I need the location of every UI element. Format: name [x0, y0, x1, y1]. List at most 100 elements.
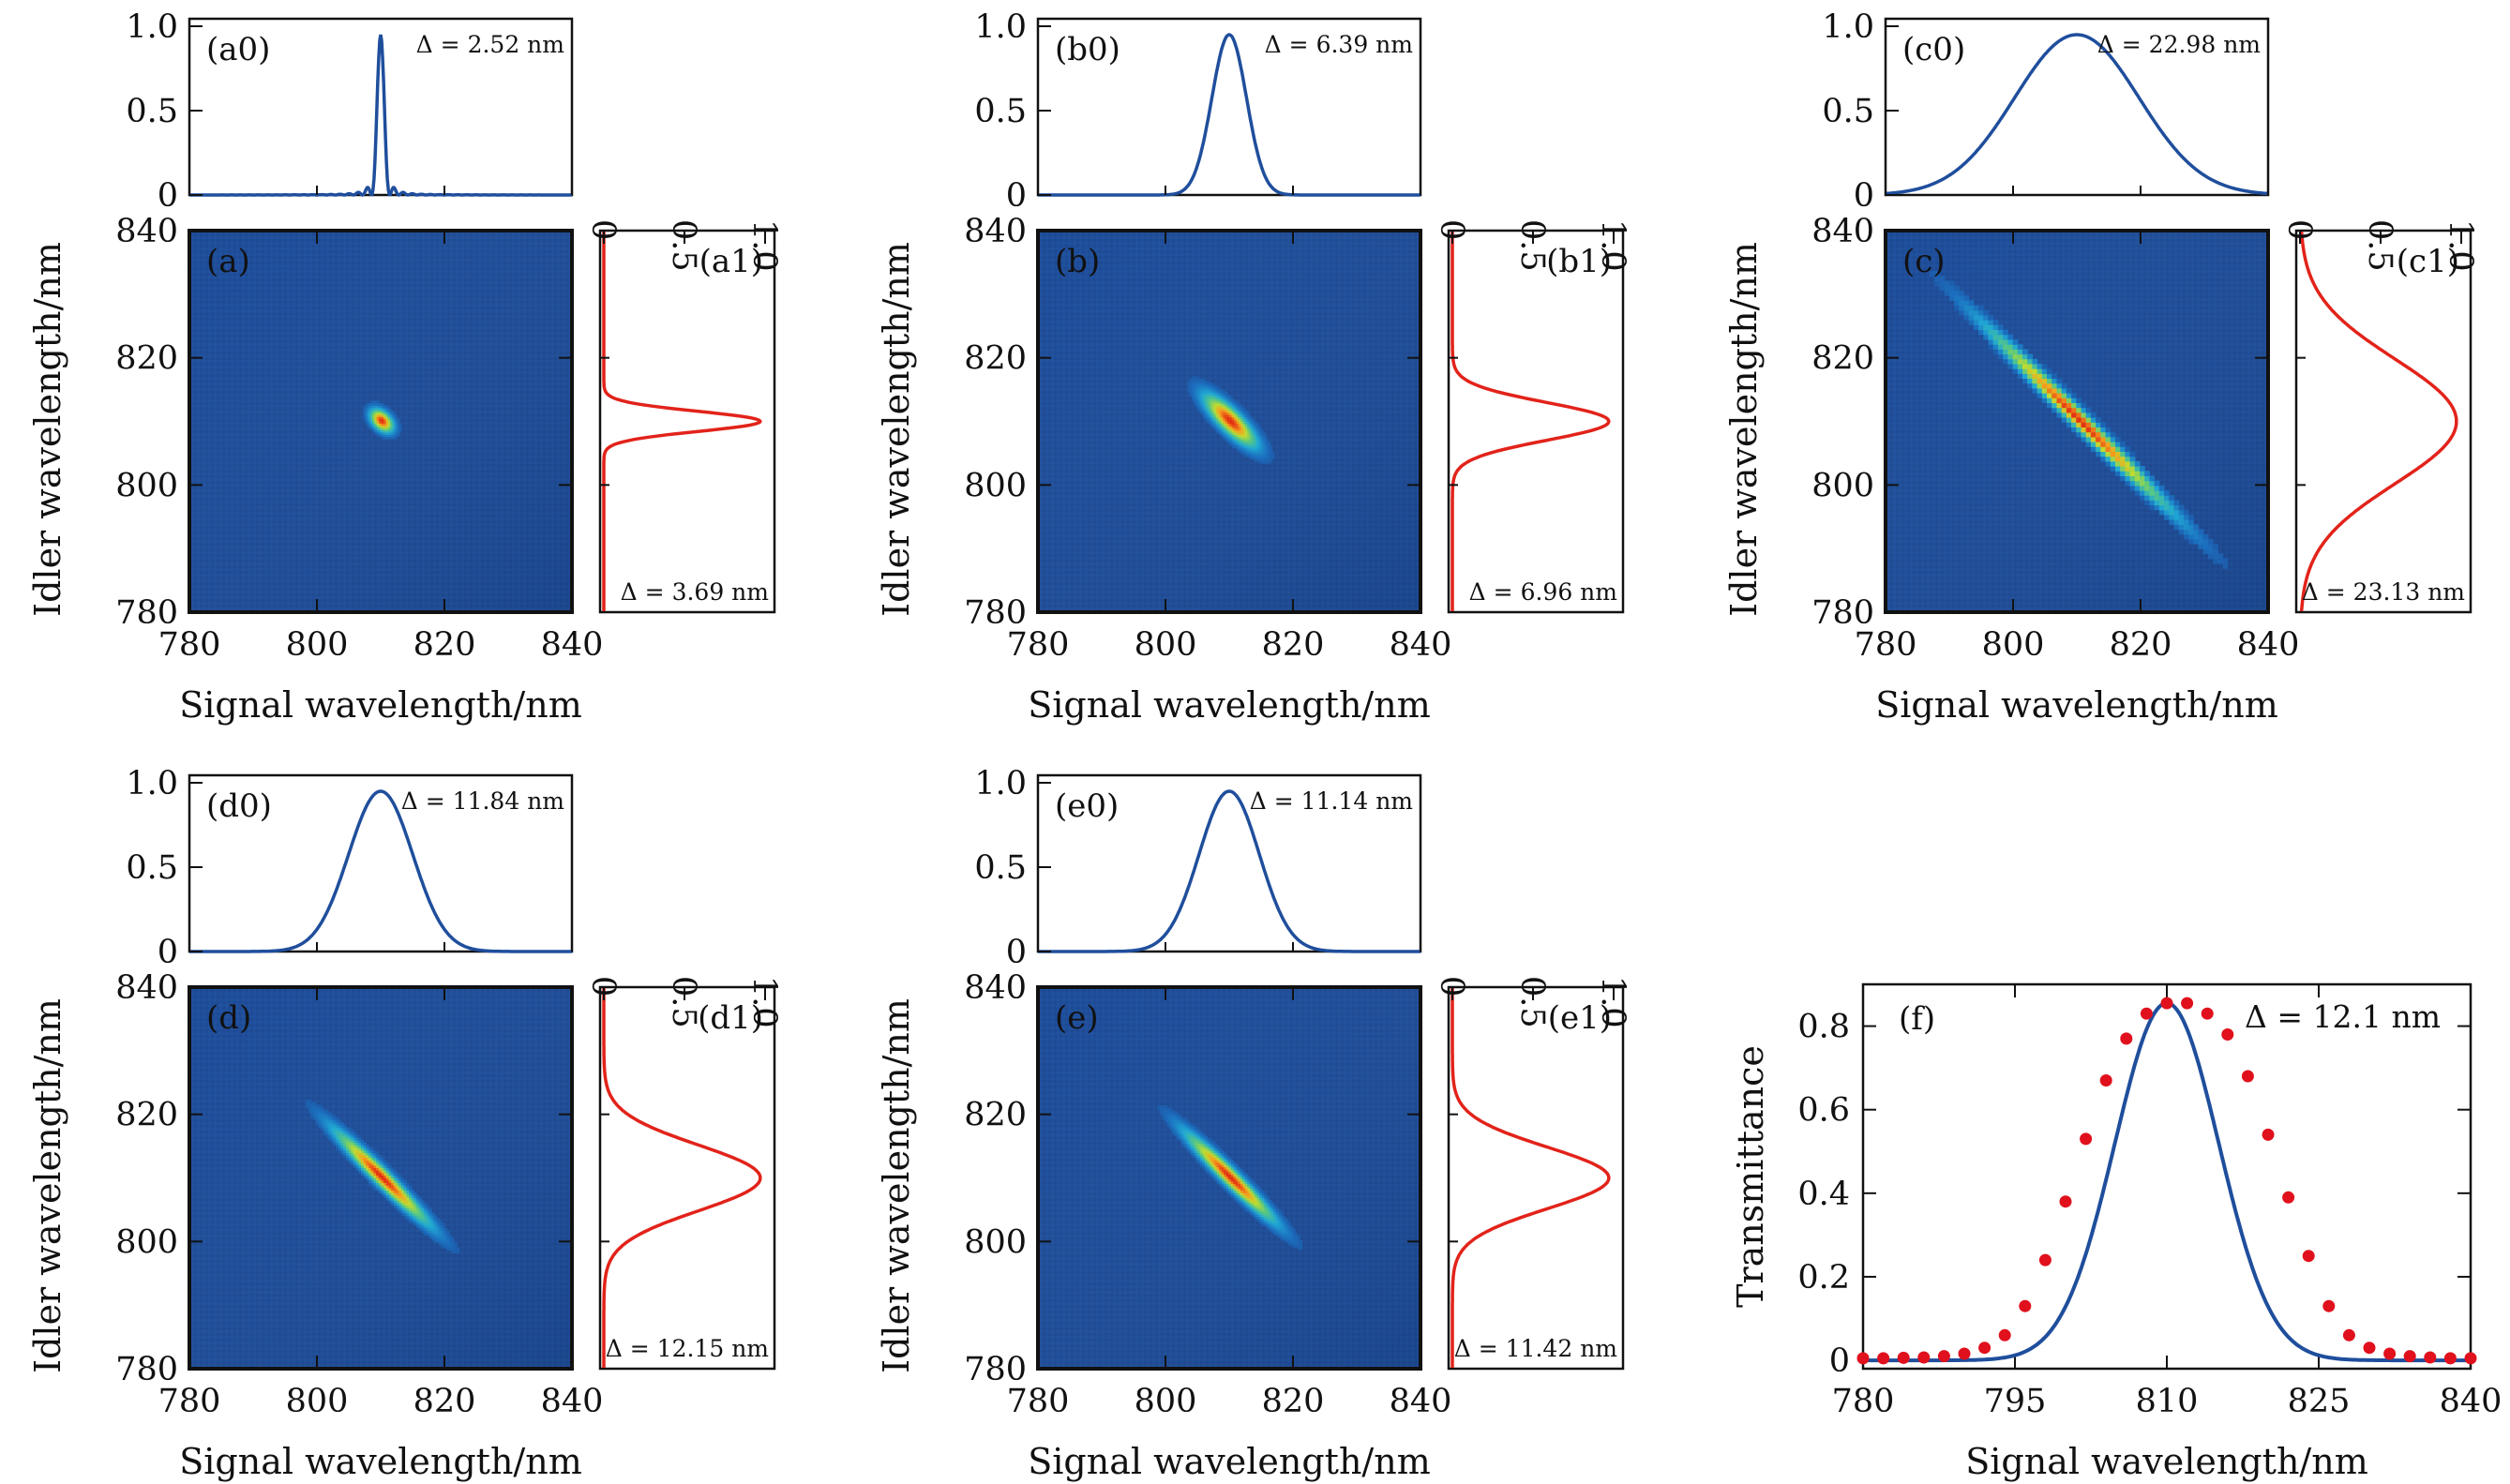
- heatmap-cell: [2164, 509, 2170, 516]
- heatmap-cell: [1202, 1135, 1206, 1139]
- heatmap-cell: [1289, 1235, 1293, 1238]
- heatmap-cell: [1225, 1176, 1229, 1179]
- heatmap-cell: [1235, 1169, 1239, 1173]
- heatmap-cell: [1258, 439, 1262, 442]
- heatmap-cell: [424, 1222, 428, 1226]
- heatmap-cell: [1259, 1199, 1263, 1203]
- heatmap-cell: [369, 416, 373, 420]
- heatmap-cell: [1210, 1141, 1213, 1145]
- heatmap-cell: [1216, 1152, 1220, 1156]
- heatmap-cell: [1224, 1171, 1227, 1175]
- heatmap-cell: [443, 1232, 447, 1237]
- heatmap-cell: [1205, 414, 1209, 417]
- heatmap-cell: [1199, 1143, 1203, 1147]
- heatmap-cell: [1207, 1147, 1210, 1151]
- heatmap-cell: [376, 427, 380, 430]
- heatmap-cell: [2134, 485, 2141, 491]
- heatmap-cell: [409, 1200, 413, 1204]
- data-point: [1917, 1351, 1931, 1364]
- heatmap-cell: [2096, 436, 2101, 442]
- heatmap-cell: [426, 1209, 430, 1214]
- heatmap-cell: [1244, 1197, 1248, 1201]
- heatmap-cell: [1234, 425, 1238, 428]
- heatmap-cell: [1238, 1176, 1241, 1179]
- heatmap-cell: [351, 1145, 354, 1148]
- data-point: [1958, 1347, 1971, 1360]
- heatmap-cell: [376, 407, 380, 411]
- heatmap-cell: [381, 413, 384, 417]
- heatmap-cell: [1238, 405, 1241, 409]
- heatmap-cell: [355, 1134, 359, 1138]
- heatmap-cell: [1292, 1235, 1296, 1238]
- heatmap-cell: [1240, 416, 1244, 420]
- heatmap-cell: [1245, 412, 1249, 415]
- heatmap-cell: [1223, 394, 1226, 397]
- heatmap-cell: [1287, 1237, 1291, 1241]
- heatmap-cell: [343, 1149, 347, 1153]
- heatmap-cell: [1247, 445, 1251, 449]
- heatmap-cell: [381, 1185, 384, 1189]
- heatmap-cell: [1197, 1143, 1201, 1147]
- heatmap-cell: [1240, 442, 1244, 446]
- heatmap-cell: [366, 1157, 369, 1161]
- data-point: [2241, 1070, 2254, 1083]
- heatmap-cell: [1229, 414, 1233, 417]
- heatmap-cell: [2022, 363, 2028, 369]
- heatmap-cell: [1269, 1225, 1272, 1229]
- heatmap-cell: [385, 1185, 390, 1189]
- heatmap-cell: [1179, 1131, 1182, 1134]
- heatmap-cell: [1191, 392, 1195, 396]
- heatmap-cell: [1240, 423, 1244, 427]
- heatmap-cell: [1238, 445, 1241, 449]
- heatmap-cell: [2125, 480, 2131, 487]
- signal-marginal-y-tick-label: 0.5: [974, 93, 1027, 130]
- heatmap-cell: [1229, 398, 1233, 402]
- data-point: [2443, 1352, 2457, 1365]
- heatmap-cell: [353, 1137, 357, 1141]
- heatmap-cell: [374, 410, 378, 412]
- heatmap-cell: [2158, 485, 2165, 491]
- data-point: [1978, 1342, 1991, 1355]
- heatmap-cell: [333, 1127, 337, 1131]
- heatmap-cell: [1252, 1207, 1255, 1210]
- heatmap-cell: [388, 1172, 392, 1176]
- heatmap-cell: [1230, 1164, 1234, 1168]
- heatmap-cell: [368, 1164, 372, 1168]
- data-point: [2322, 1299, 2336, 1312]
- heatmap-cell: [1218, 398, 1222, 402]
- heatmap-cell: [358, 1154, 362, 1159]
- idler-marginal-fwhm: Δ = 6.96 nm: [1469, 578, 1618, 606]
- heatmap-cell: [2169, 519, 2175, 525]
- heatmap-cell: [1266, 1207, 1270, 1210]
- heatmap-cell: [416, 1209, 420, 1214]
- heatmap-cell: [1213, 405, 1217, 409]
- heatmap-cell: [1285, 1219, 1288, 1222]
- heatmap-cell: [2213, 558, 2218, 564]
- heatmap-cell: [1229, 429, 1233, 433]
- heatmap-cell: [333, 1115, 337, 1118]
- heatmap-cell: [365, 423, 368, 427]
- heatmap-cell: [1185, 1131, 1189, 1134]
- heatmap-cell: [2007, 349, 2014, 355]
- heatmap-cell: [411, 1207, 414, 1211]
- heatmap-cell: [1229, 405, 1233, 409]
- heatmap-cell: [1247, 450, 1251, 453]
- heatmap-cell: [396, 1185, 399, 1189]
- heatmap-cell: [1207, 1166, 1210, 1170]
- heatmap-cell: [343, 1139, 347, 1144]
- heatmap-cell: [1207, 1146, 1210, 1149]
- heatmap-cell: [451, 1242, 455, 1246]
- heatmap-cell: [1287, 1228, 1291, 1232]
- heatmap-cell: [1233, 1176, 1237, 1179]
- heatmap-cell: [1278, 1223, 1282, 1227]
- heatmap-cell: [351, 1162, 354, 1166]
- heatmap-cell: [1210, 382, 1212, 386]
- heatmap-cell: [1242, 441, 1246, 444]
- heatmap-cell: [390, 436, 394, 440]
- heatmap-cell: [424, 1207, 428, 1211]
- heatmap-cell: [1988, 320, 1994, 325]
- heatmap-cell: [1207, 1162, 1210, 1165]
- heatmap-cell: [1224, 1162, 1227, 1165]
- heatmap-cell: [1211, 1160, 1215, 1163]
